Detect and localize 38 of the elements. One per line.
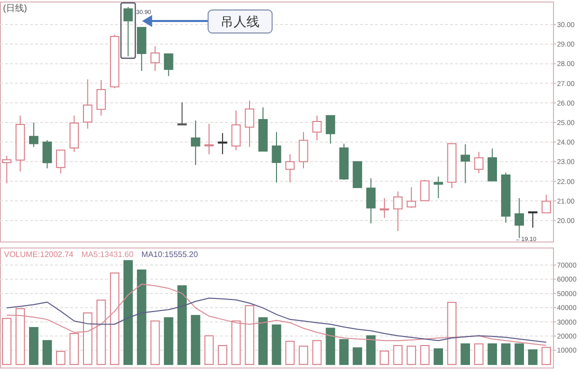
bar (393, 345, 403, 365)
bar (164, 317, 174, 365)
chart-title: (日线) (3, 3, 27, 13)
text: MA5:13431.60 (81, 250, 134, 259)
annotation: 吊人线 (220, 14, 260, 29)
bar (434, 348, 444, 365)
bar (420, 345, 430, 365)
bar (42, 340, 52, 365)
bar (488, 343, 497, 365)
bar (272, 324, 282, 365)
bar (501, 343, 510, 365)
bar (380, 350, 390, 365)
bar (29, 327, 38, 365)
bar (190, 314, 200, 365)
bar (312, 340, 322, 365)
bar (150, 320, 160, 365)
bar (298, 346, 308, 365)
bar (136, 270, 146, 365)
bar (528, 349, 538, 365)
bar (460, 343, 470, 365)
bar (514, 343, 524, 365)
bar (56, 350, 66, 365)
bar (218, 345, 228, 365)
bar (366, 335, 376, 365)
bar (339, 339, 349, 365)
bar (177, 285, 187, 365)
bar (258, 317, 268, 365)
bar (352, 347, 362, 365)
bar (2, 318, 12, 365)
bar (474, 343, 484, 365)
bar (326, 328, 336, 365)
text: MA10:15555.20 (141, 250, 198, 259)
bar (123, 260, 133, 365)
bar (406, 346, 416, 365)
bar (204, 335, 214, 365)
bar (285, 340, 295, 365)
line-series (6, 298, 547, 343)
text: VOLUME:12002.74 (4, 250, 74, 259)
